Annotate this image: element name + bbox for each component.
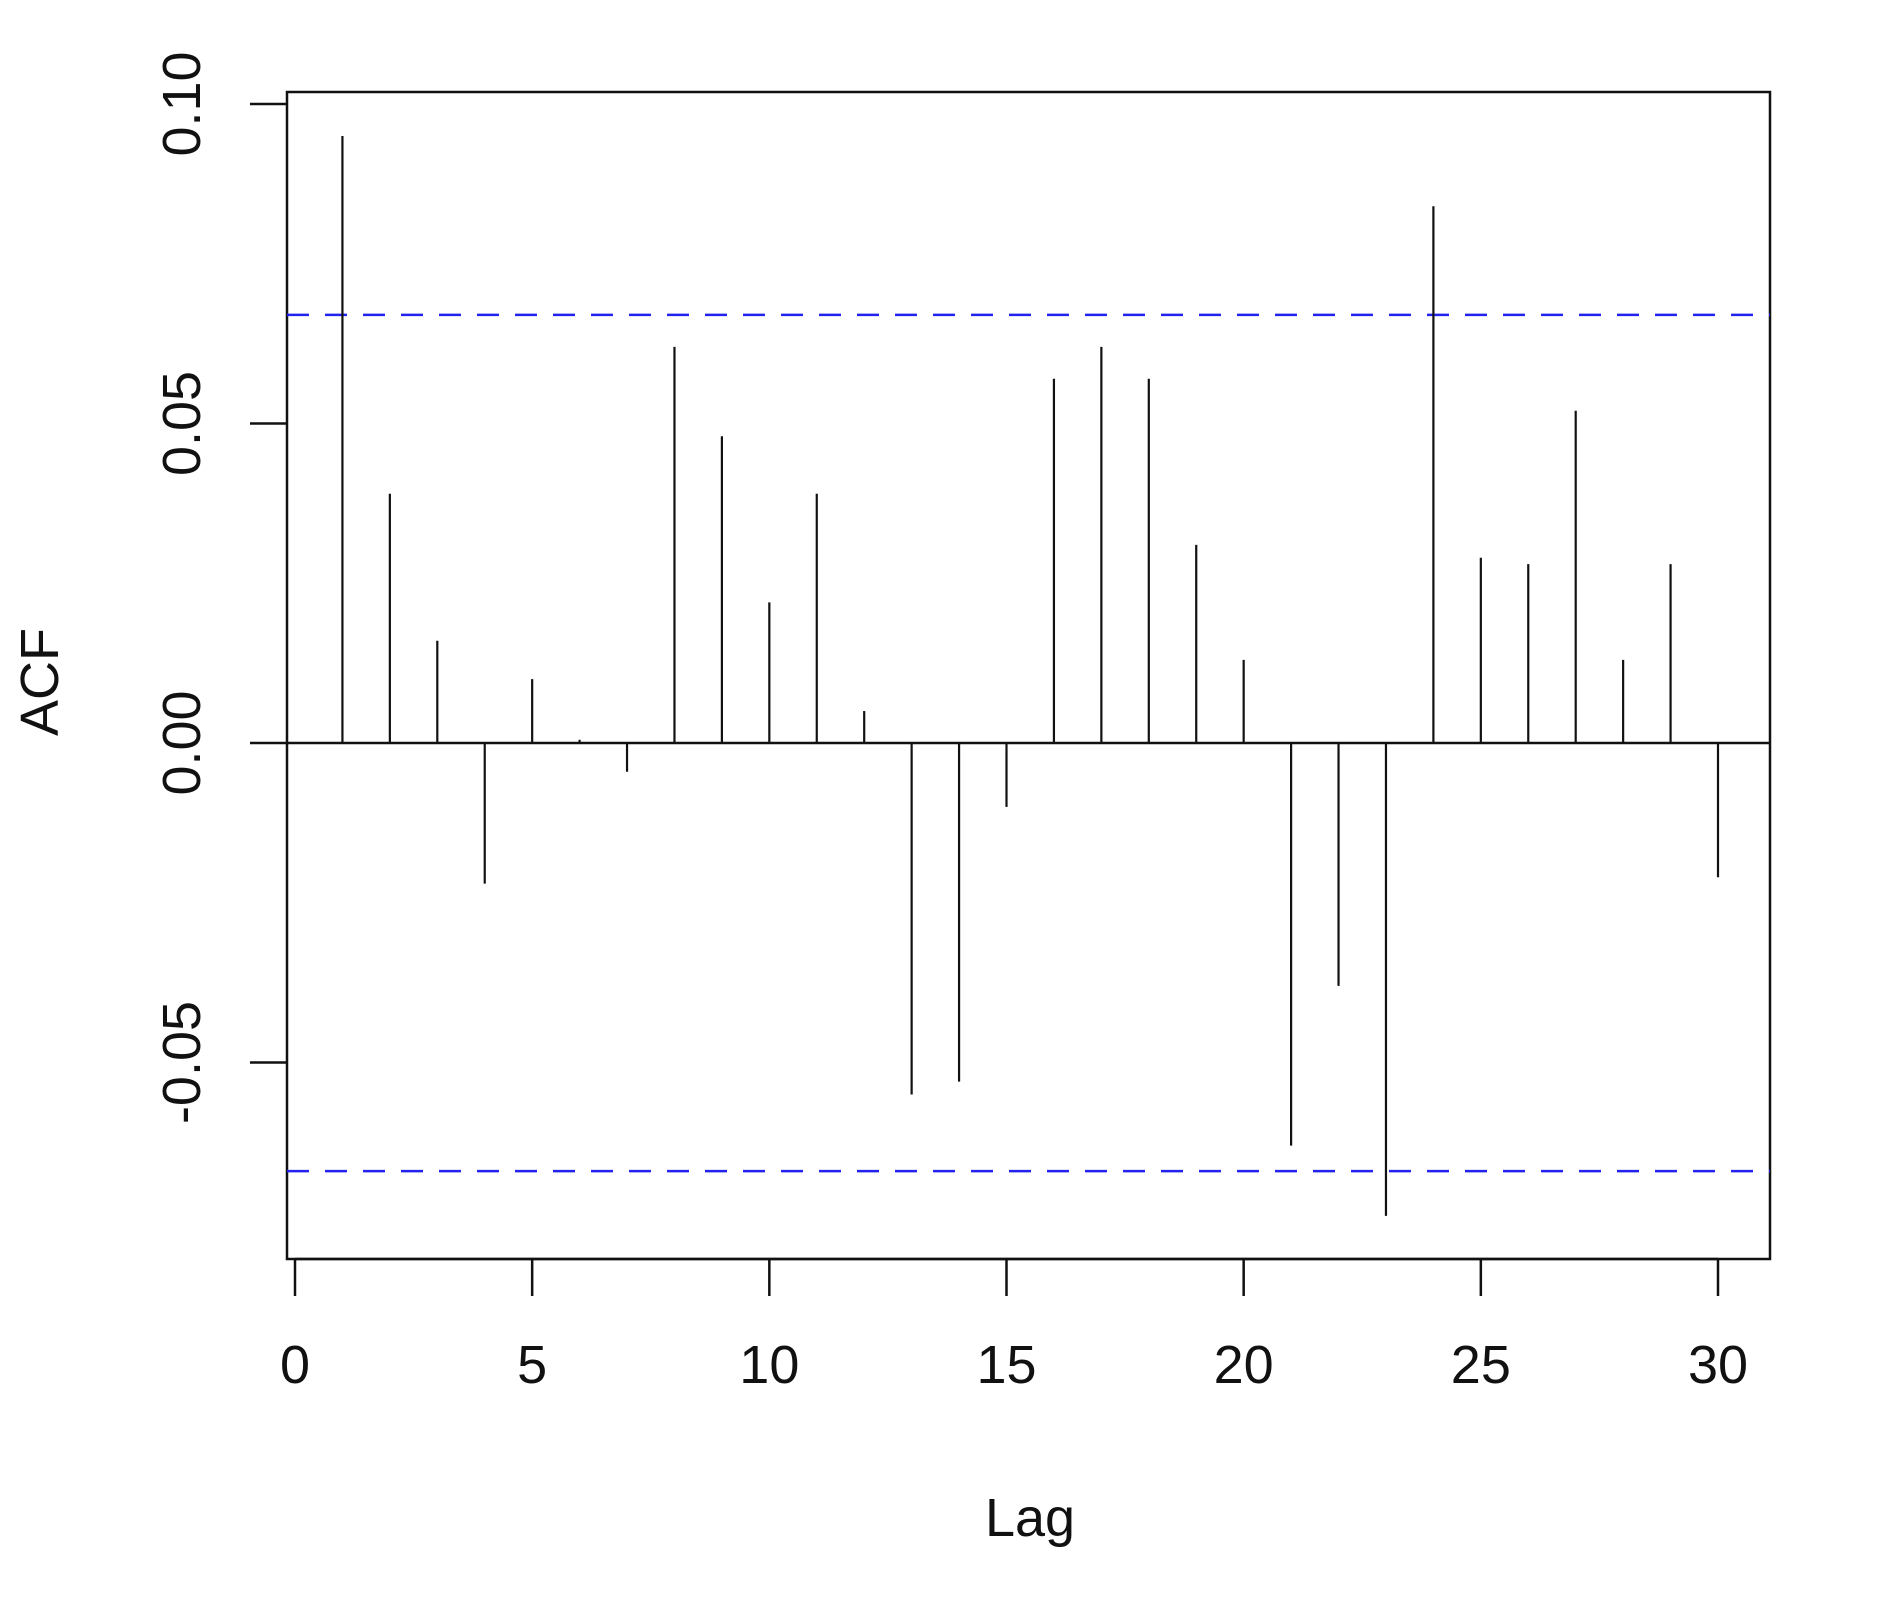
y-tick-label: 0.00 (152, 690, 212, 795)
x-tick-label: 0 (280, 1335, 310, 1395)
x-tick-label: 10 (739, 1335, 799, 1395)
x-tick-label: 15 (976, 1335, 1036, 1395)
x-axis-label: Lag (985, 1488, 1075, 1548)
x-tick-label: 20 (1214, 1335, 1274, 1395)
x-tick-label: 25 (1451, 1335, 1511, 1395)
x-tick-label: 5 (517, 1335, 547, 1395)
y-tick-label: 0.10 (152, 51, 212, 156)
y-axis-label: ACF (10, 628, 70, 736)
x-tick-label: 30 (1688, 1335, 1748, 1395)
y-tick-label: -0.05 (152, 1001, 212, 1124)
y-tick-label: 0.05 (152, 371, 212, 476)
plot-frame (285, 90, 1772, 1261)
